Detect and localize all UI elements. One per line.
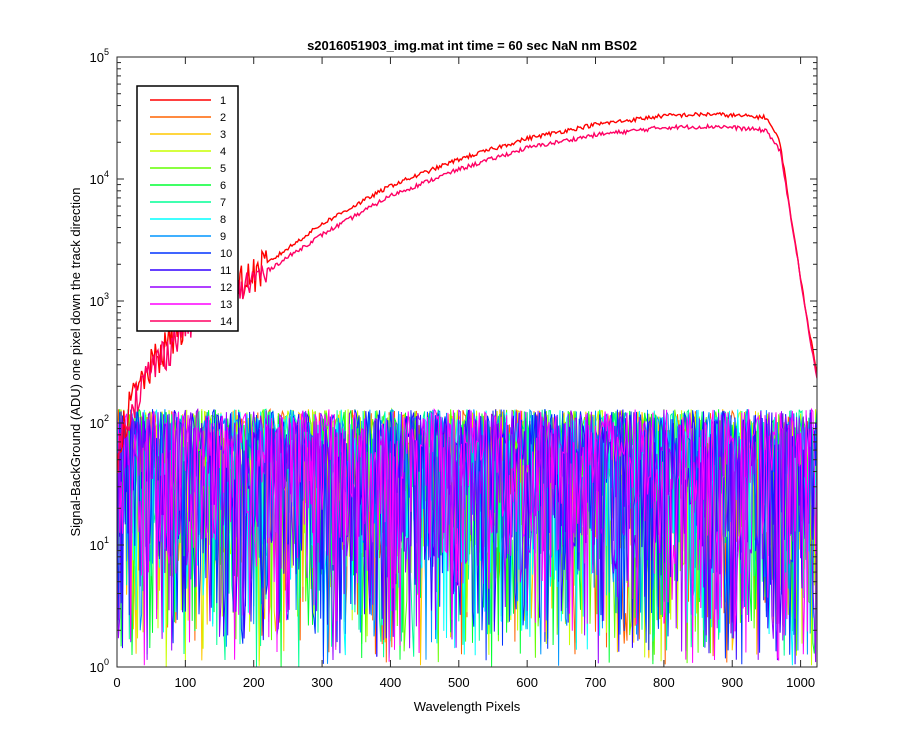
legend-label: 6	[220, 180, 226, 192]
legend-label: 9	[220, 231, 226, 243]
x-tick-label: 600	[516, 675, 538, 690]
y-tick-label: 100	[90, 657, 109, 675]
y-tick-label: 101	[90, 535, 109, 553]
legend-item: 11	[150, 265, 231, 277]
legend-label: 7	[220, 197, 226, 209]
legend-label: 1	[220, 95, 226, 107]
series-layer	[117, 111, 817, 667]
y-tick-label: 105	[90, 47, 109, 65]
y-tick-label: 102	[90, 413, 109, 431]
x-tick-label: 800	[653, 675, 675, 690]
legend-label: 5	[220, 163, 226, 175]
legend-label: 2	[220, 112, 226, 124]
legend-item: 8	[150, 214, 226, 226]
legend-item: 7	[150, 197, 226, 209]
legend-item: 5	[150, 163, 226, 175]
x-axis-label: Wavelength Pixels	[414, 699, 521, 714]
y-axis-label: Signal-BackGround (ADU) one pixel down t…	[68, 187, 83, 536]
y-tick-label: 103	[90, 291, 109, 309]
legend-item: 13	[150, 299, 232, 311]
legend-label: 12	[220, 282, 232, 294]
legend-label: 3	[220, 129, 226, 141]
x-tick-label: 700	[585, 675, 607, 690]
x-tick-label: 900	[721, 675, 743, 690]
legend-item: 1	[150, 95, 226, 107]
x-tick-label: 0	[113, 675, 120, 690]
x-tick-label: 200	[243, 675, 265, 690]
x-tick-label: 300	[311, 675, 333, 690]
chart-title: s2016051903_img.mat int time = 60 sec Na…	[307, 38, 637, 53]
legend-label: 13	[220, 299, 232, 311]
series-13-path	[117, 407, 817, 666]
legend-item: 9	[150, 231, 226, 243]
legend-item: 14	[150, 316, 232, 328]
legend-item: 3	[150, 129, 226, 141]
legend-item: 6	[150, 180, 226, 192]
x-tick-label: 400	[380, 675, 402, 690]
x-tick-label: 500	[448, 675, 470, 690]
x-axis: 0 100 200 300 400 500 600 700 800 900 1000	[113, 57, 815, 690]
plot-frame	[116, 56, 818, 668]
legend-item: 12	[150, 282, 232, 294]
legend-item: 10	[150, 248, 232, 260]
legend-item: 2	[150, 112, 226, 124]
legend-label: 8	[220, 214, 226, 226]
legend-label: 4	[220, 146, 226, 158]
legend-item: 4	[150, 146, 226, 158]
y-tick-label: 104	[90, 169, 109, 187]
series-13-line	[117, 407, 817, 666]
x-tick-label: 100	[175, 675, 197, 690]
legend-label: 11	[220, 265, 231, 277]
legend-box	[136, 85, 239, 332]
legend-label: 14	[220, 316, 232, 328]
legend-label: 10	[220, 248, 232, 260]
x-tick-label: 1000	[786, 675, 815, 690]
